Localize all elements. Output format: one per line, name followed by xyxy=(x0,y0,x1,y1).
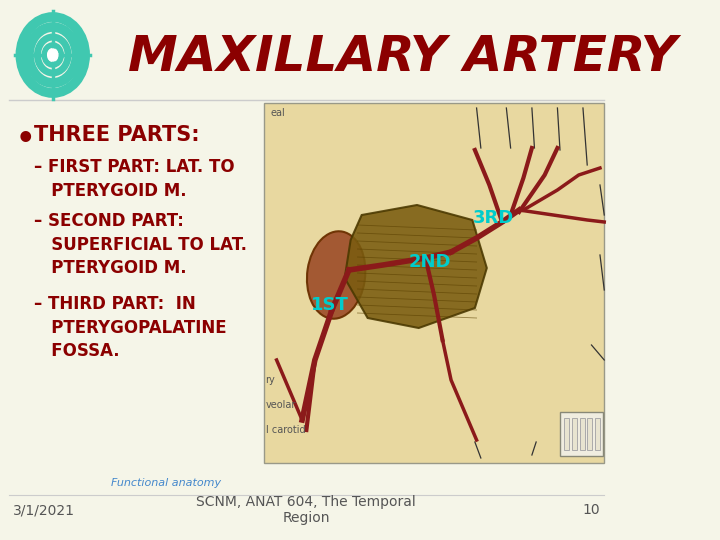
Ellipse shape xyxy=(307,231,365,319)
Text: – SECOND PART:
   SUPERFICIAL TO LAT.
   PTERYGOID M.: – SECOND PART: SUPERFICIAL TO LAT. PTERY… xyxy=(34,212,247,277)
Text: veolar: veolar xyxy=(266,400,296,410)
Text: SCNM, ANAT 604, The Temporal
Region: SCNM, ANAT 604, The Temporal Region xyxy=(197,495,416,525)
Text: 10: 10 xyxy=(582,503,600,517)
Text: MAXILLARY ARTERY: MAXILLARY ARTERY xyxy=(127,33,677,81)
Text: 2ND: 2ND xyxy=(408,253,451,271)
Bar xyxy=(588,418,593,450)
Text: •: • xyxy=(15,125,35,154)
Circle shape xyxy=(48,49,58,61)
Bar xyxy=(572,418,577,450)
Text: 1ST: 1ST xyxy=(311,296,349,314)
Text: eal: eal xyxy=(271,108,285,118)
Bar xyxy=(564,418,570,450)
Bar xyxy=(595,418,600,450)
Text: Functional anatomy: Functional anatomy xyxy=(111,478,221,488)
Text: ry: ry xyxy=(266,375,275,385)
Text: 3/1/2021: 3/1/2021 xyxy=(13,503,75,517)
Text: – FIRST PART: LAT. TO
   PTERYGOID M.: – FIRST PART: LAT. TO PTERYGOID M. xyxy=(34,158,235,200)
Text: – THIRD PART:  IN
   PTERYGOPALATINE
   FOSSA.: – THIRD PART: IN PTERYGOPALATINE FOSSA. xyxy=(34,295,227,360)
Bar xyxy=(560,412,603,456)
Bar xyxy=(264,103,604,463)
Polygon shape xyxy=(345,205,487,328)
Text: THREE PARTS:: THREE PARTS: xyxy=(34,125,199,145)
Bar xyxy=(580,418,585,450)
Text: 3RD: 3RD xyxy=(473,209,514,227)
Text: l carotid: l carotid xyxy=(266,425,305,435)
